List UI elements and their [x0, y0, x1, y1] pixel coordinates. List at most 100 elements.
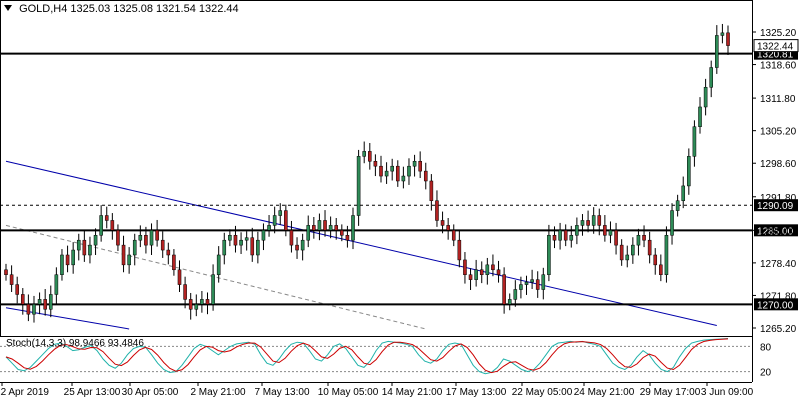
candle-down [82, 239, 87, 256]
candle-up [149, 230, 154, 246]
candle-up [530, 279, 534, 283]
level-label: 1320.81 [757, 50, 794, 61]
candle-down [642, 235, 646, 241]
candle-up [698, 106, 702, 127]
candle-up [317, 220, 322, 231]
candle-down [446, 225, 450, 231]
candle-up [664, 235, 669, 275]
candle-down [121, 244, 126, 266]
x-tick-label: 10 May 05:00 [318, 387, 379, 398]
candle-down [552, 235, 557, 241]
candle-down [183, 284, 187, 300]
candle-up [76, 239, 81, 251]
candle-up [625, 254, 630, 261]
candle-up [384, 170, 389, 177]
y-tick-label: 1325.20 [760, 28, 797, 39]
candle-up [519, 284, 523, 290]
candle-down [619, 244, 624, 261]
y-tick-label: 1285.00 [760, 226, 797, 237]
candle-down [653, 254, 658, 266]
candle-up [670, 210, 674, 236]
candle-down [726, 32, 730, 46]
candle-down [340, 230, 344, 236]
candle-up [48, 294, 53, 310]
trend-line [5, 307, 130, 330]
candle-up [138, 235, 143, 241]
y-tick-label: 1271.80 [760, 291, 797, 302]
trend-line [5, 224, 426, 330]
candle-up [300, 239, 305, 251]
candle-down [379, 165, 383, 177]
y-tick-label: 1265.20 [760, 324, 797, 335]
stoch-20-label: 20 [760, 368, 772, 379]
candle-down [21, 294, 25, 305]
candle-up [412, 161, 417, 167]
candle-up [351, 215, 355, 241]
stochastic-label: Stoch(14,3,3) 98.9466 93.4846 [6, 338, 144, 349]
x-tick-label: 7 May 13:00 [254, 387, 309, 398]
stoch-d-line [5, 338, 729, 374]
candle-down [479, 269, 484, 275]
candle-down [440, 220, 445, 226]
candle-up [278, 210, 283, 216]
candle-up [37, 299, 42, 305]
candle-up [636, 235, 641, 246]
candle-up [631, 244, 635, 256]
trend-line [5, 160, 717, 327]
candle-down [177, 269, 182, 285]
candle-up [569, 235, 574, 241]
x-tick-label: 30 Apr 05:00 [122, 387, 179, 398]
candle-up [575, 225, 579, 236]
candle-down [26, 304, 31, 315]
candle-down [586, 220, 590, 226]
chevron-down-icon[interactable] [4, 5, 12, 11]
candle-up [591, 215, 596, 226]
candle-down [429, 180, 434, 201]
candle-down [110, 220, 115, 231]
candle-down [463, 259, 467, 275]
level-tag [754, 224, 798, 237]
candle-down [144, 235, 148, 246]
level-tag [754, 199, 798, 212]
candle-up [513, 289, 518, 300]
candle-down [491, 264, 495, 271]
candle-up [485, 264, 490, 275]
candle-up [692, 126, 697, 157]
candle-down [160, 239, 165, 251]
candle-up [88, 244, 92, 256]
candle-up [328, 225, 333, 231]
candle-up [132, 239, 137, 256]
x-tick-label: 2 May 21:00 [190, 387, 245, 398]
candle-up [407, 165, 411, 177]
candle-up [71, 249, 75, 266]
x-tick-label: 24 May 21:00 [574, 387, 635, 398]
candle-up [267, 225, 271, 231]
x-tick-label: 25 Apr 13:00 [64, 387, 121, 398]
candle-down [9, 274, 14, 285]
chart-header[interactable]: GOLD,H4 1325.03 1325.08 1321.54 1322.44 [4, 3, 239, 15]
candle-down [295, 244, 299, 251]
x-tick-label: 3 Jun 09:00 [701, 387, 754, 398]
candle-up [580, 220, 585, 226]
candle-up [401, 175, 406, 182]
candle-down [647, 239, 652, 256]
y-tick-label: 1311.80 [760, 94, 796, 105]
candle-down [104, 215, 109, 221]
candle-up [60, 254, 64, 275]
candle-down [535, 279, 540, 290]
candle-up [127, 254, 131, 266]
candle-down [435, 200, 439, 221]
candle-up [222, 239, 227, 256]
candle-up [541, 274, 546, 290]
current-price-tag [753, 39, 799, 53]
candle-down [373, 161, 378, 167]
candle-down [43, 299, 47, 310]
candle-up [200, 299, 204, 305]
candle-down [451, 230, 456, 241]
candle-up [228, 235, 232, 241]
level-label: 1270.00 [757, 300, 794, 311]
candle-down [659, 264, 663, 275]
x-tick-label: 17 May 13:00 [446, 387, 507, 398]
candle-down [468, 274, 473, 280]
candle-up [720, 32, 725, 36]
